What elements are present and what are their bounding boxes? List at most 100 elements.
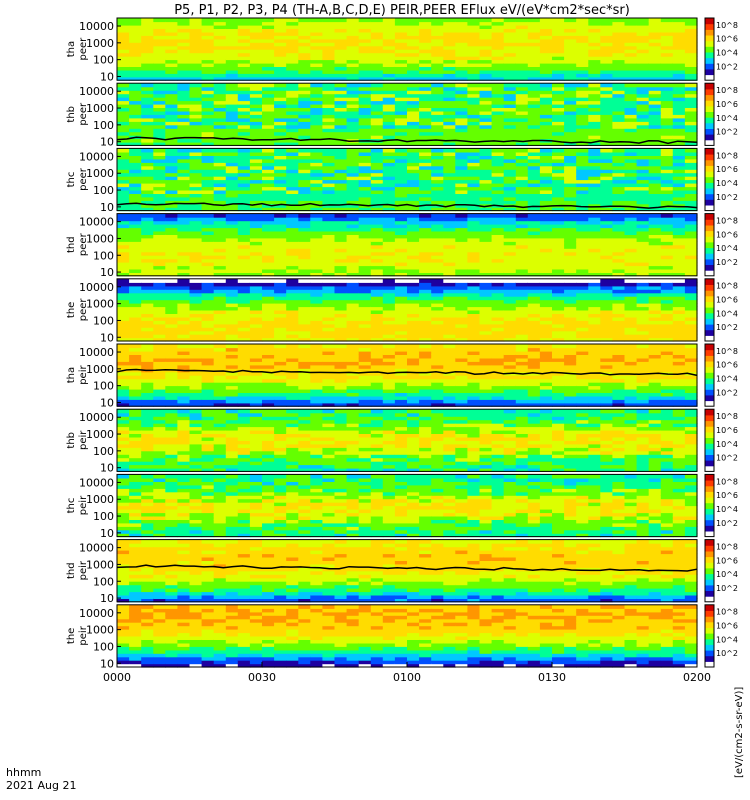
spectrogram-cell <box>322 110 336 115</box>
spectrogram-cell <box>201 52 215 57</box>
spectrogram-cell <box>249 399 263 404</box>
spectrogram-cell <box>455 364 468 369</box>
spectrogram-cell <box>564 45 577 50</box>
spectrogram-cell <box>684 31 698 36</box>
spectrogram-cell <box>129 162 142 167</box>
spectrogram-cell <box>636 117 650 122</box>
spectrogram-cell <box>491 323 505 328</box>
spectrogram-cell <box>407 224 420 229</box>
spectrogram-cell <box>346 83 360 88</box>
spectrogram-cell <box>201 45 215 50</box>
spectrogram-cell <box>153 309 166 314</box>
spectrogram-cell <box>503 323 517 328</box>
spectrogram-cell <box>660 18 674 23</box>
spectrogram-cell <box>213 248 227 253</box>
spectrogram-cell <box>358 189 372 194</box>
panel-label-instrument: peer <box>78 232 89 256</box>
spectrogram-cell <box>419 165 432 170</box>
spectrogram-cell <box>334 28 348 33</box>
spectrogram-cell <box>684 244 698 249</box>
spectrogram-cell <box>564 183 577 188</box>
spectrogram-cell <box>624 35 638 40</box>
spectrogram-cell <box>588 220 601 225</box>
spectrogram-cell <box>479 268 493 273</box>
spectrogram-cell <box>672 135 686 140</box>
energy-tick-label: 100 <box>93 54 114 67</box>
spectrogram-cell <box>334 272 348 277</box>
spectrogram-cell <box>467 158 481 163</box>
spectrogram-cell <box>274 114 287 119</box>
colorbar-swatch <box>705 193 714 200</box>
spectrogram-cell <box>165 18 178 23</box>
spectrogram-cell <box>552 165 565 170</box>
spectrogram-cell <box>382 45 396 50</box>
spectrogram-cell <box>443 395 456 400</box>
spectrogram-cell <box>407 402 420 407</box>
spectrogram-cell <box>382 31 396 36</box>
spectrogram-cell <box>165 282 178 287</box>
spectrogram-cell <box>479 189 493 194</box>
spectrogram-cell <box>467 258 481 263</box>
spectrogram-cell <box>419 309 432 314</box>
spectrogram-cell <box>286 371 299 376</box>
spectrogram-cell <box>684 138 698 143</box>
spectrogram-cell <box>503 334 517 339</box>
spectrogram-cell <box>346 21 360 26</box>
spectrogram-cell <box>322 347 336 352</box>
spectrogram-cell <box>382 399 396 404</box>
spectrogram-cell <box>503 296 517 301</box>
spectrogram-cell <box>672 289 686 294</box>
spectrogram-cell <box>588 255 601 260</box>
spectrogram-cell <box>515 103 529 108</box>
spectrogram-cell <box>322 361 336 366</box>
spectrogram-cell <box>600 172 613 177</box>
spectrogram-cell <box>189 316 203 321</box>
spectrogram-cell <box>177 107 191 112</box>
spectrogram-cell <box>600 69 613 74</box>
spectrogram-cell <box>467 207 481 212</box>
spectrogram-cell <box>129 183 142 188</box>
spectrogram-cell <box>117 128 130 133</box>
spectrogram-cell <box>672 18 686 23</box>
spectrogram-cell <box>370 354 384 359</box>
spectrogram-cell <box>165 93 178 98</box>
spectrogram-cell <box>322 309 336 314</box>
spectrogram-cell <box>527 76 541 81</box>
spectrogram-cell <box>189 83 203 88</box>
spectrogram-cell <box>225 364 239 369</box>
spectrogram-cell <box>552 306 565 311</box>
spectrogram-cell <box>672 196 686 201</box>
spectrogram-cell <box>564 244 577 249</box>
spectrogram-cell <box>407 97 420 102</box>
spectrogram-cell <box>503 158 517 163</box>
spectrogram-cell <box>298 320 311 325</box>
spectrogram-cell <box>407 258 420 263</box>
spectrogram-cell <box>213 268 227 273</box>
spectrogram-cell <box>576 203 589 208</box>
spectrogram-cell <box>564 155 577 160</box>
spectrogram-cell <box>503 38 517 43</box>
spectrogram-cell <box>177 151 191 156</box>
spectrogram-cell <box>274 248 287 253</box>
colorbar-swatch <box>705 51 714 59</box>
spectrogram-cell <box>503 292 517 297</box>
spectrogram-cell <box>286 350 299 355</box>
spectrogram-cell <box>213 45 227 50</box>
spectrogram-cell <box>274 388 287 393</box>
spectrogram-cell <box>407 124 420 129</box>
spectrogram-cell <box>394 213 408 218</box>
spectrogram-cell <box>467 38 481 43</box>
spectrogram-cell <box>129 330 142 335</box>
spectrogram-cell <box>262 31 275 36</box>
spectrogram-cell <box>612 141 626 146</box>
spectrogram-cell <box>334 124 348 129</box>
spectrogram-cell <box>552 155 565 160</box>
spectrogram-cell <box>298 313 311 318</box>
spectrogram-cell <box>660 241 674 246</box>
spectrogram-cell <box>213 282 227 287</box>
spectrogram-cell <box>660 103 674 108</box>
spectrogram-cell <box>358 320 372 325</box>
spectrogram-cell <box>358 207 372 212</box>
spectrogram-cell <box>419 364 432 369</box>
spectrogram-cell <box>407 354 420 359</box>
